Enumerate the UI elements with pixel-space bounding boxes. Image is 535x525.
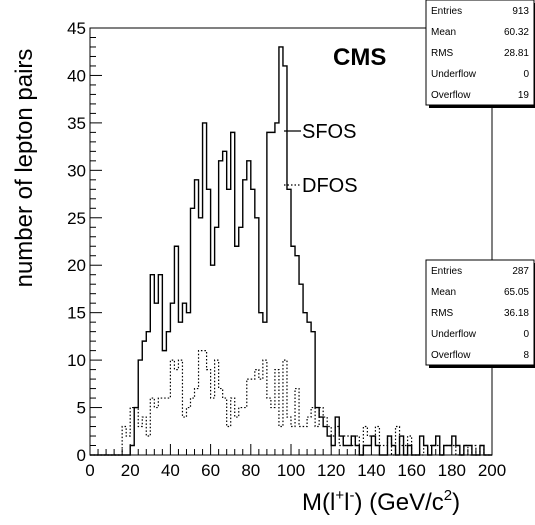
legend-label-dfos: DFOS	[302, 175, 358, 197]
y-tick-label: 45	[67, 19, 86, 38]
stats-label: Entries	[431, 266, 462, 277]
x-axis-title: M(l+l-) (GeV/c2)	[302, 487, 460, 516]
x-tick-label: 20	[121, 461, 140, 480]
stats-value: 19	[518, 90, 530, 101]
stats-label: Overflow	[431, 350, 471, 361]
x-tick-label: 40	[161, 461, 180, 480]
stats-box-2: Entries 287 Mean 65.05 RMS 36.18 Underflow 0 Ove…	[425, 259, 535, 368]
histogram-series-dfos	[90, 350, 492, 456]
x-tick-label: 200	[478, 461, 506, 480]
y-tick-label: 40	[67, 66, 86, 85]
y-axis-title: number of lepton pairs	[11, 49, 38, 288]
histogram-series-sfos	[90, 46, 492, 456]
stats-value: 0	[523, 329, 529, 340]
stats-value: 8	[523, 350, 529, 361]
y-tick-label: 35	[67, 114, 86, 133]
stats-value: 913	[512, 6, 529, 17]
y-tick-label: 25	[67, 209, 86, 228]
legend-label-sfos: SFOS	[302, 121, 356, 143]
x-tick-label: 100	[277, 461, 305, 480]
stats-value: 65.05	[504, 287, 529, 298]
stats-label: Mean	[431, 287, 456, 298]
stats-value: 287	[512, 266, 529, 277]
experiment-label: CMS	[333, 44, 386, 71]
x-tick-label: 0	[85, 461, 94, 480]
stats-value: 36.18	[504, 308, 529, 319]
y-tick-label: 20	[67, 256, 86, 275]
x-tick-label: 180	[438, 461, 466, 480]
stats-label: RMS	[431, 308, 454, 319]
stats-label: RMS	[431, 48, 454, 59]
stats-value: 0	[523, 69, 529, 80]
stats-box-1: Entries 913 Mean 60.32 RMS 28.81 Underflow 0 Ove…	[425, 0, 535, 108]
stats-label: Mean	[431, 27, 456, 38]
stats-label: Overflow	[431, 90, 471, 101]
x-tick-label: 140	[357, 461, 385, 480]
y-tick-label: 5	[77, 399, 86, 418]
y-tick-label: 10	[67, 351, 86, 370]
stats-value: 28.81	[504, 48, 529, 59]
y-tick-label: 15	[67, 304, 86, 323]
stats-label: Underflow	[431, 329, 477, 340]
legend: SFOS DFOS	[284, 121, 358, 197]
y-tick-label: 30	[67, 161, 86, 180]
y-tick-label: 0	[77, 446, 86, 465]
stats-label: Entries	[431, 6, 462, 17]
stats-value: 60.32	[504, 27, 529, 38]
x-tick-label: 80	[241, 461, 260, 480]
x-tick-label: 160	[397, 461, 425, 480]
x-tick-label: 120	[317, 461, 345, 480]
stats-label: Underflow	[431, 69, 477, 80]
x-tick-label: 60	[201, 461, 220, 480]
